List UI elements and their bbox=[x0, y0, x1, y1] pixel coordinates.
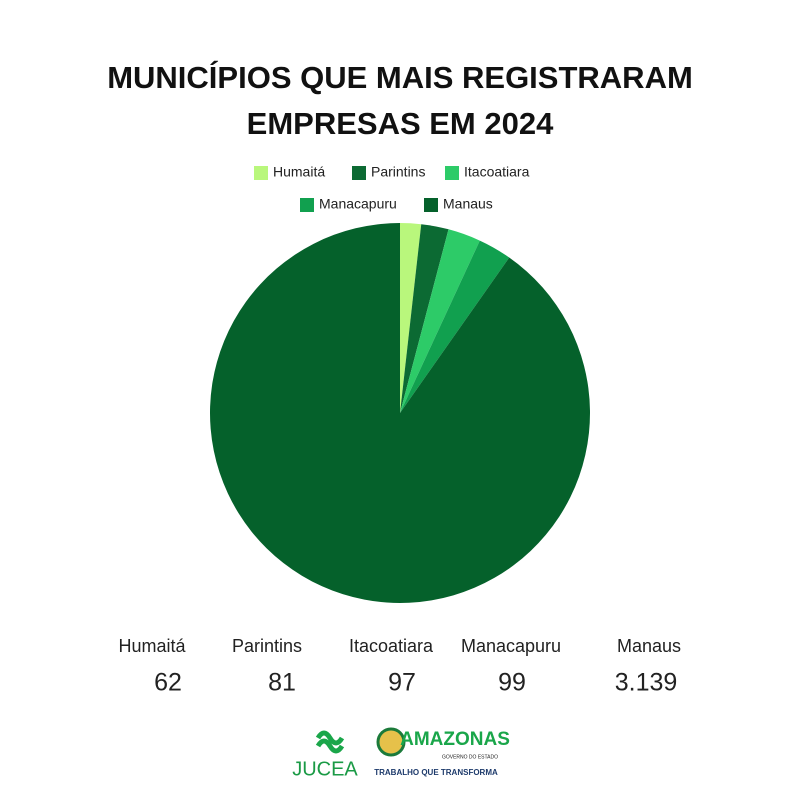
table-name: Manacapuru bbox=[461, 636, 561, 656]
legend-swatch bbox=[352, 166, 366, 180]
chart-title: MUNICÍPIOS QUE MAIS REGISTRARAM EMPRESAS… bbox=[107, 60, 693, 141]
table-value: 97 bbox=[388, 669, 416, 697]
pie-slice bbox=[400, 224, 449, 413]
pie-slice bbox=[400, 223, 422, 413]
table-value: 81 bbox=[268, 669, 296, 697]
jucea-logo: JUCEA bbox=[292, 758, 358, 780]
legend-swatch bbox=[254, 166, 268, 180]
pie-slice bbox=[210, 223, 591, 603]
pie-slice bbox=[400, 240, 510, 413]
amazonas-sub: GOVERNO DO ESTADO bbox=[442, 754, 498, 760]
table-name: Humaitá bbox=[118, 636, 186, 656]
legend-label: Itacoatiara bbox=[464, 164, 530, 180]
pie-slice bbox=[400, 229, 480, 413]
jucea-icon bbox=[315, 730, 345, 754]
table-name: Manaus bbox=[617, 636, 681, 656]
table-value: 62 bbox=[154, 669, 182, 697]
legend-swatch bbox=[300, 198, 314, 212]
table-value: 3.139 bbox=[615, 669, 678, 697]
slogan: TRABALHO QUE TRANSFORMA bbox=[374, 768, 498, 777]
legend-label: Humaitá bbox=[273, 164, 325, 180]
legend-swatch bbox=[445, 166, 459, 180]
legend-label: Parintins bbox=[371, 164, 425, 180]
legend-label: Manacapuru bbox=[319, 196, 397, 212]
coat-of-arms bbox=[376, 727, 406, 757]
table-name: Itacoatiara bbox=[349, 636, 434, 656]
logos bbox=[315, 727, 406, 757]
table-value: 99 bbox=[498, 669, 526, 697]
table-name: Parintins bbox=[232, 636, 302, 656]
legend-swatch bbox=[424, 198, 438, 212]
amazonas-logo: AMAZONAS bbox=[400, 729, 510, 750]
legend-label: Manaus bbox=[443, 196, 493, 212]
